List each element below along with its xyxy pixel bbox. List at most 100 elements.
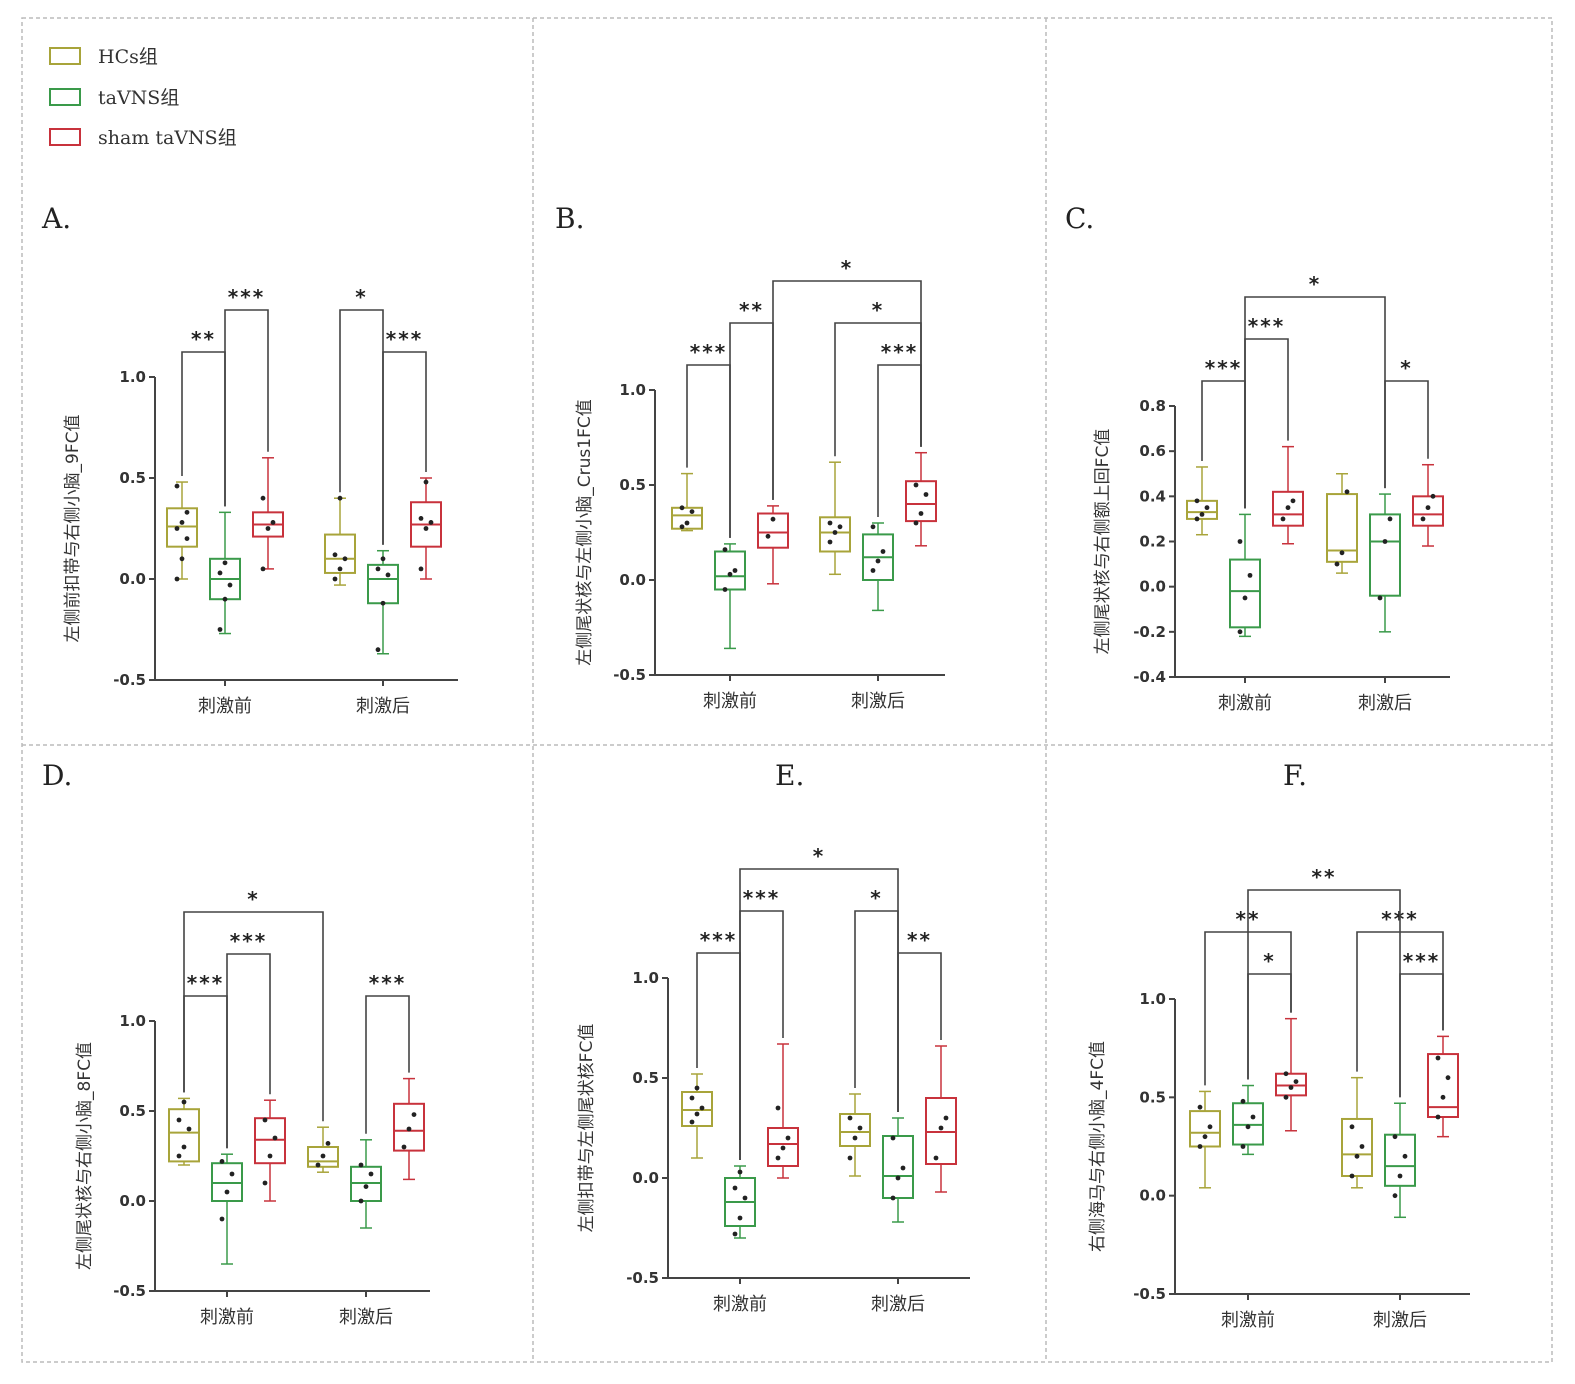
data-point <box>732 1231 738 1237</box>
y-tick-label: 0.5 <box>632 1069 659 1087</box>
data-point <box>272 1135 278 1141</box>
data-point <box>1445 1075 1451 1081</box>
data-point <box>1440 1094 1446 1100</box>
data-point <box>775 1105 781 1111</box>
data-point <box>1285 505 1291 511</box>
significance-label: * <box>355 285 367 309</box>
data-point <box>418 566 424 572</box>
data-point <box>375 647 381 653</box>
data-point <box>380 600 386 606</box>
data-point <box>742 1195 748 1201</box>
data-point <box>1402 1153 1408 1159</box>
data-point <box>270 520 276 525</box>
x-tick-label: 刺激后 <box>339 1307 393 1328</box>
data-point <box>267 1153 273 1159</box>
y-tick-label: 1.0 <box>619 381 646 399</box>
panel-c: C. 0.8 0.6 0.4 0.2 0.0 -0.2 -0.4 左侧尾状核与右侧额上回FC值刺… <box>1065 202 1450 714</box>
data-point <box>358 1162 364 1168</box>
significance-bracket <box>1244 296 1386 509</box>
y-tick-label: 0.8 <box>1139 397 1166 415</box>
data-point <box>411 1112 417 1117</box>
legend-swatch-hcs <box>49 47 81 65</box>
data-point <box>1425 505 1431 511</box>
data-point <box>1288 1085 1294 1090</box>
significance-bracket <box>382 351 427 545</box>
data-point <box>181 1099 187 1105</box>
data-point <box>337 495 343 501</box>
significance-label: ** <box>1236 907 1261 931</box>
data-point <box>174 483 180 489</box>
data-point <box>184 509 190 515</box>
data-point <box>325 1141 331 1146</box>
data-point <box>217 570 223 576</box>
box <box>714 550 746 591</box>
data-point <box>1194 498 1200 504</box>
data-point <box>923 492 929 497</box>
x-tick-label: 刺激后 <box>851 691 905 712</box>
data-point <box>1339 550 1345 556</box>
data-point <box>1435 1114 1441 1120</box>
data-point <box>1435 1055 1441 1061</box>
y-tick-label: 0.5 <box>619 476 646 494</box>
y-tick-label: -0.4 <box>1133 668 1166 686</box>
significance-label: *** <box>386 327 423 351</box>
data-point <box>227 582 233 588</box>
data-point <box>1197 1144 1203 1149</box>
data-point <box>375 566 381 572</box>
data-point <box>1240 1144 1246 1149</box>
data-point <box>679 524 685 530</box>
x-tick-label: 刺激后 <box>356 696 410 717</box>
data-point <box>368 1171 374 1177</box>
data-point <box>775 1155 781 1161</box>
significance-label: *** <box>369 971 406 995</box>
data-point <box>722 587 728 592</box>
data-point <box>913 482 919 488</box>
x-tick-label: 刺激前 <box>703 691 757 712</box>
data-point <box>1242 595 1248 601</box>
data-point <box>900 1165 906 1171</box>
data-point <box>847 1155 853 1161</box>
data-point <box>222 560 228 566</box>
significance-label: *** <box>1248 314 1285 338</box>
y-axis-label: 左侧尾状核与右侧小脑_8FC值 <box>75 1042 95 1270</box>
significance-label: *** <box>700 928 737 952</box>
significance-bracket <box>1201 380 1246 509</box>
significance-bracket <box>226 953 271 1149</box>
data-point <box>1392 1193 1398 1199</box>
data-point <box>732 1185 738 1191</box>
y-tick-label: -0.5 <box>613 666 646 684</box>
data-point <box>699 1105 705 1111</box>
data-point <box>870 524 876 530</box>
data-point <box>852 1135 858 1141</box>
data-point <box>1344 489 1350 495</box>
data-point <box>895 1175 901 1181</box>
data-point <box>694 1085 700 1091</box>
data-point <box>358 1198 364 1204</box>
significance-label: *** <box>228 285 265 309</box>
data-point <box>1293 1079 1299 1084</box>
data-point <box>938 1125 944 1131</box>
data-point <box>174 576 180 582</box>
significance-label: * <box>1400 356 1412 380</box>
x-tick-label: 刺激后 <box>1373 1310 1427 1331</box>
data-point <box>679 505 685 511</box>
data-point <box>1283 1071 1289 1077</box>
data-point <box>827 539 833 545</box>
data-point <box>219 1216 225 1222</box>
data-point <box>890 1135 896 1141</box>
significance-bracket <box>854 910 899 1112</box>
significance-bracket <box>183 911 324 1122</box>
data-point <box>332 576 338 582</box>
significance-bracket <box>897 952 942 1112</box>
significance-label: * <box>813 844 825 868</box>
significance-bracket <box>365 995 410 1134</box>
box <box>166 507 198 548</box>
data-point <box>933 1155 939 1161</box>
box <box>1412 495 1444 527</box>
data-point <box>727 571 733 577</box>
box <box>367 563 399 605</box>
y-tick-label: 0.5 <box>1139 1088 1166 1106</box>
